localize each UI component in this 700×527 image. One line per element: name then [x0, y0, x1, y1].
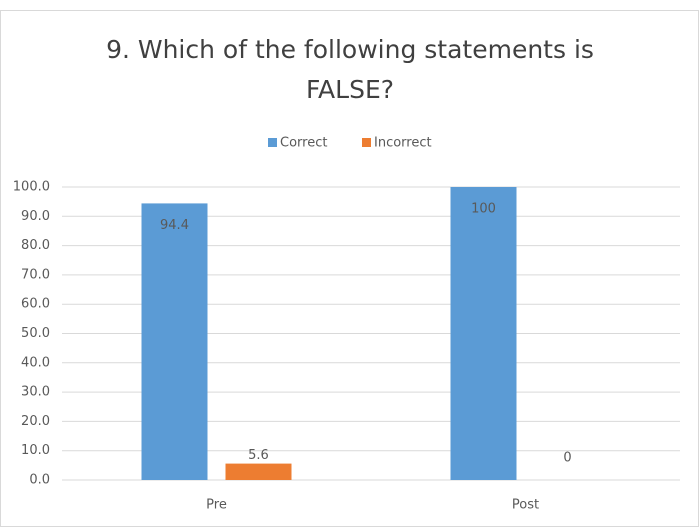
y-tick-label: 50.0: [21, 326, 50, 341]
chart-frame: [0, 10, 699, 527]
y-tick-label: 40.0: [21, 355, 50, 370]
x-tick-label: Pre: [206, 498, 227, 513]
y-tick-label: 90.0: [21, 209, 50, 224]
y-tick-label: 0.0: [29, 473, 50, 488]
x-tick-label: Post: [512, 498, 539, 513]
data-label: 94.4: [160, 218, 189, 233]
data-label: 100: [471, 202, 496, 217]
y-tick-label: 20.0: [21, 414, 50, 429]
y-tick-label: 30.0: [21, 385, 50, 400]
y-tick-label: 70.0: [21, 267, 50, 282]
y-tick-label: 80.0: [21, 238, 50, 253]
bar: [225, 463, 292, 480]
y-tick-label: 100.0: [13, 180, 50, 195]
bar: [141, 203, 208, 480]
legend-swatch: [362, 138, 371, 147]
y-tick-label: 60.0: [21, 297, 50, 312]
legend-swatch: [268, 138, 277, 147]
data-label: 5.6: [248, 448, 269, 463]
bar: [450, 187, 517, 480]
legend-label: Incorrect: [374, 136, 432, 151]
legend-label: Correct: [280, 136, 327, 151]
chart-title: 9. Which of the following statements is …: [106, 35, 594, 104]
data-label: 0: [563, 451, 571, 466]
y-tick-label: 10.0: [21, 443, 50, 458]
